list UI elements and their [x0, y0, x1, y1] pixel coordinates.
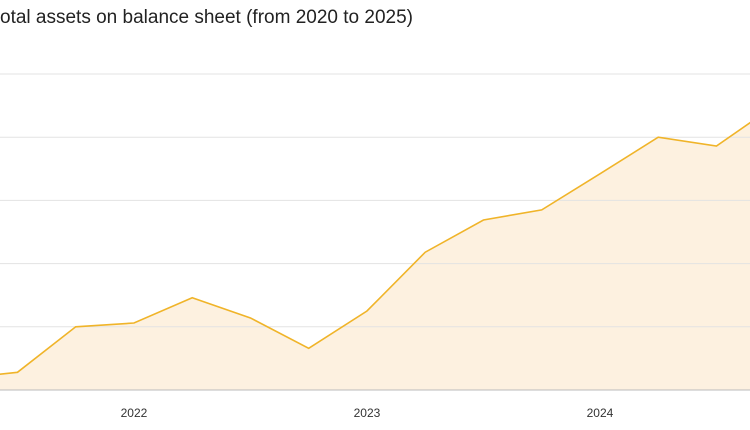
x-tick-label: 2023: [354, 406, 381, 420]
area-fill: [0, 122, 750, 390]
x-tick-label: 2022: [121, 406, 148, 420]
chart-title: otal assets on balance sheet (from 2020 …: [0, 7, 413, 28]
x-tick-label: 2024: [587, 406, 614, 420]
line: [0, 121, 750, 376]
plot-area: [0, 73, 750, 391]
